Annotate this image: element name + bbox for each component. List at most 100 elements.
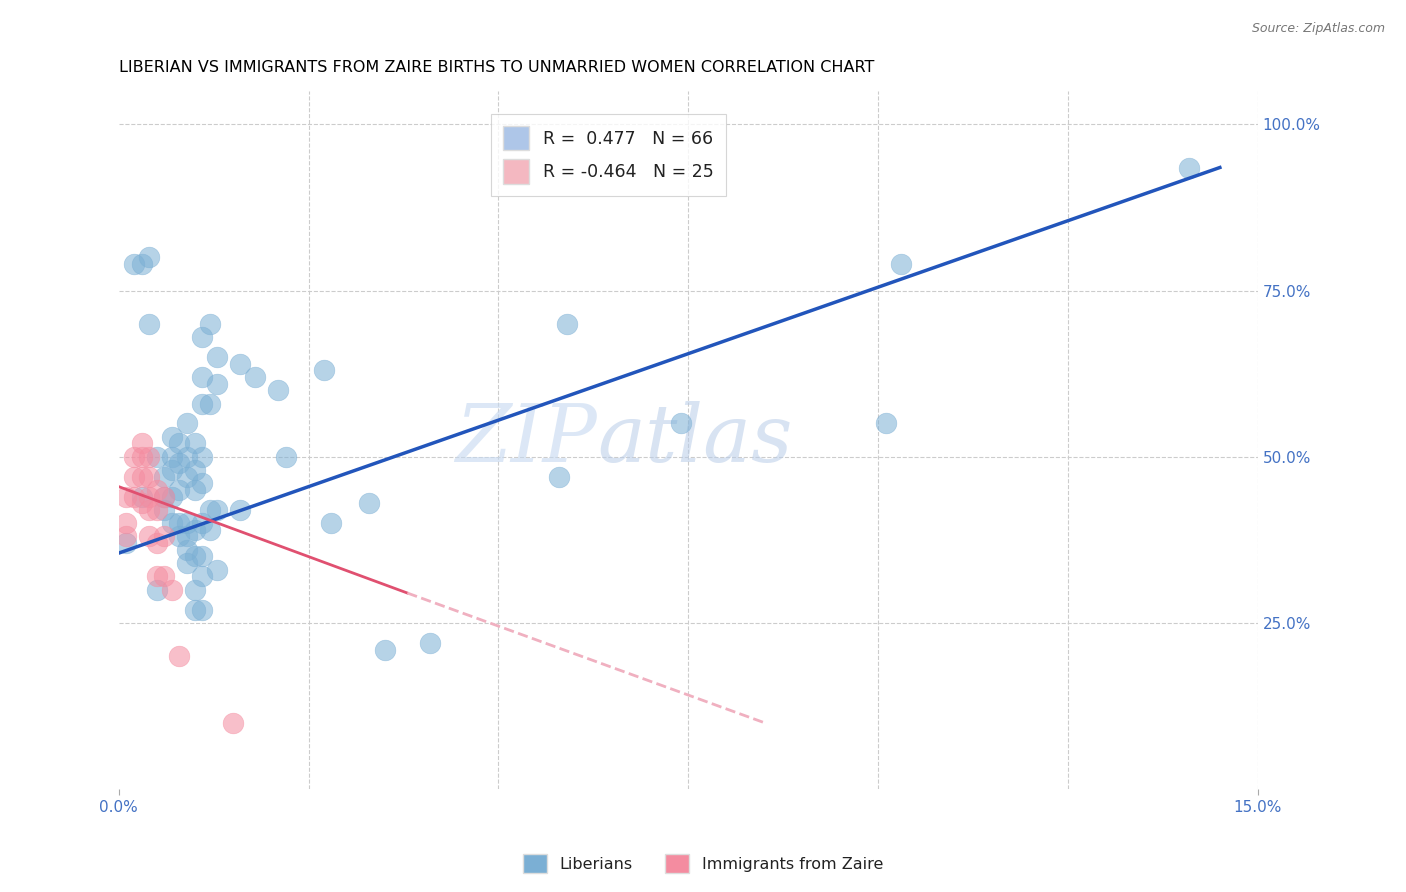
- Point: [176, 417, 198, 431]
- Point: [207, 563, 229, 577]
- Point: [138, 529, 160, 543]
- Point: [138, 469, 160, 483]
- Point: [160, 516, 183, 531]
- Point: [176, 450, 198, 464]
- Text: atlas: atlas: [598, 401, 793, 479]
- Point: [198, 503, 221, 517]
- Point: [191, 569, 214, 583]
- Point: [183, 549, 205, 564]
- Point: [176, 556, 198, 570]
- Point: [160, 490, 183, 504]
- Point: [145, 582, 167, 597]
- Point: [176, 542, 198, 557]
- Point: [207, 376, 229, 391]
- Point: [191, 330, 214, 344]
- Point: [169, 529, 191, 543]
- Point: [207, 350, 229, 364]
- Point: [160, 463, 183, 477]
- Point: [145, 503, 167, 517]
- Point: [191, 516, 214, 531]
- Point: [169, 483, 191, 497]
- Point: [191, 476, 214, 491]
- Point: [548, 469, 571, 483]
- Point: [245, 370, 267, 384]
- Point: [153, 490, 176, 504]
- Point: [312, 363, 335, 377]
- Text: LIBERIAN VS IMMIGRANTS FROM ZAIRE BIRTHS TO UNMARRIED WOMEN CORRELATION CHART: LIBERIAN VS IMMIGRANTS FROM ZAIRE BIRTHS…: [118, 60, 875, 75]
- Point: [145, 450, 167, 464]
- Point: [191, 370, 214, 384]
- Point: [191, 549, 214, 564]
- Point: [153, 503, 176, 517]
- Point: [169, 516, 191, 531]
- Point: [138, 317, 160, 331]
- Text: ZIP: ZIP: [456, 401, 598, 479]
- Point: [131, 436, 153, 450]
- Point: [138, 490, 160, 504]
- Point: [207, 503, 229, 517]
- Legend: R =  0.477   N = 66, R = -0.464   N = 25: R = 0.477 N = 66, R = -0.464 N = 25: [491, 113, 725, 196]
- Point: [153, 490, 176, 504]
- Point: [138, 250, 160, 264]
- Point: [555, 317, 578, 331]
- Point: [183, 582, 205, 597]
- Point: [1178, 161, 1201, 175]
- Point: [115, 536, 138, 550]
- Point: [131, 469, 153, 483]
- Y-axis label: Births to Unmarried Women: Births to Unmarried Women: [0, 334, 7, 547]
- Point: [169, 649, 191, 664]
- Point: [131, 496, 153, 510]
- Point: [138, 450, 160, 464]
- Point: [229, 357, 252, 371]
- Point: [115, 516, 138, 531]
- Point: [131, 490, 153, 504]
- Point: [198, 396, 221, 410]
- Point: [373, 642, 395, 657]
- Point: [183, 436, 205, 450]
- Legend: Liberians, Immigrants from Zaire: Liberians, Immigrants from Zaire: [516, 847, 890, 880]
- Point: [153, 529, 176, 543]
- Point: [122, 490, 145, 504]
- Point: [321, 516, 343, 531]
- Point: [267, 383, 290, 397]
- Point: [183, 602, 205, 616]
- Point: [169, 436, 191, 450]
- Point: [176, 516, 198, 531]
- Point: [145, 483, 167, 497]
- Point: [183, 523, 205, 537]
- Point: [145, 536, 167, 550]
- Point: [191, 602, 214, 616]
- Point: [890, 257, 912, 271]
- Point: [160, 582, 183, 597]
- Point: [122, 450, 145, 464]
- Point: [122, 257, 145, 271]
- Point: [221, 715, 243, 730]
- Point: [191, 396, 214, 410]
- Point: [669, 417, 692, 431]
- Point: [419, 636, 441, 650]
- Point: [191, 450, 214, 464]
- Point: [115, 529, 138, 543]
- Point: [198, 317, 221, 331]
- Point: [153, 469, 176, 483]
- Point: [153, 569, 176, 583]
- Point: [875, 417, 897, 431]
- Point: [169, 456, 191, 470]
- Point: [274, 450, 297, 464]
- Point: [160, 450, 183, 464]
- Point: [160, 430, 183, 444]
- Point: [198, 523, 221, 537]
- Point: [115, 490, 138, 504]
- Point: [359, 496, 381, 510]
- Point: [145, 569, 167, 583]
- Point: [131, 450, 153, 464]
- Point: [229, 503, 252, 517]
- Point: [183, 463, 205, 477]
- Text: Source: ZipAtlas.com: Source: ZipAtlas.com: [1251, 22, 1385, 36]
- Point: [176, 529, 198, 543]
- Point: [122, 469, 145, 483]
- Point: [131, 257, 153, 271]
- Point: [176, 469, 198, 483]
- Point: [183, 483, 205, 497]
- Point: [138, 503, 160, 517]
